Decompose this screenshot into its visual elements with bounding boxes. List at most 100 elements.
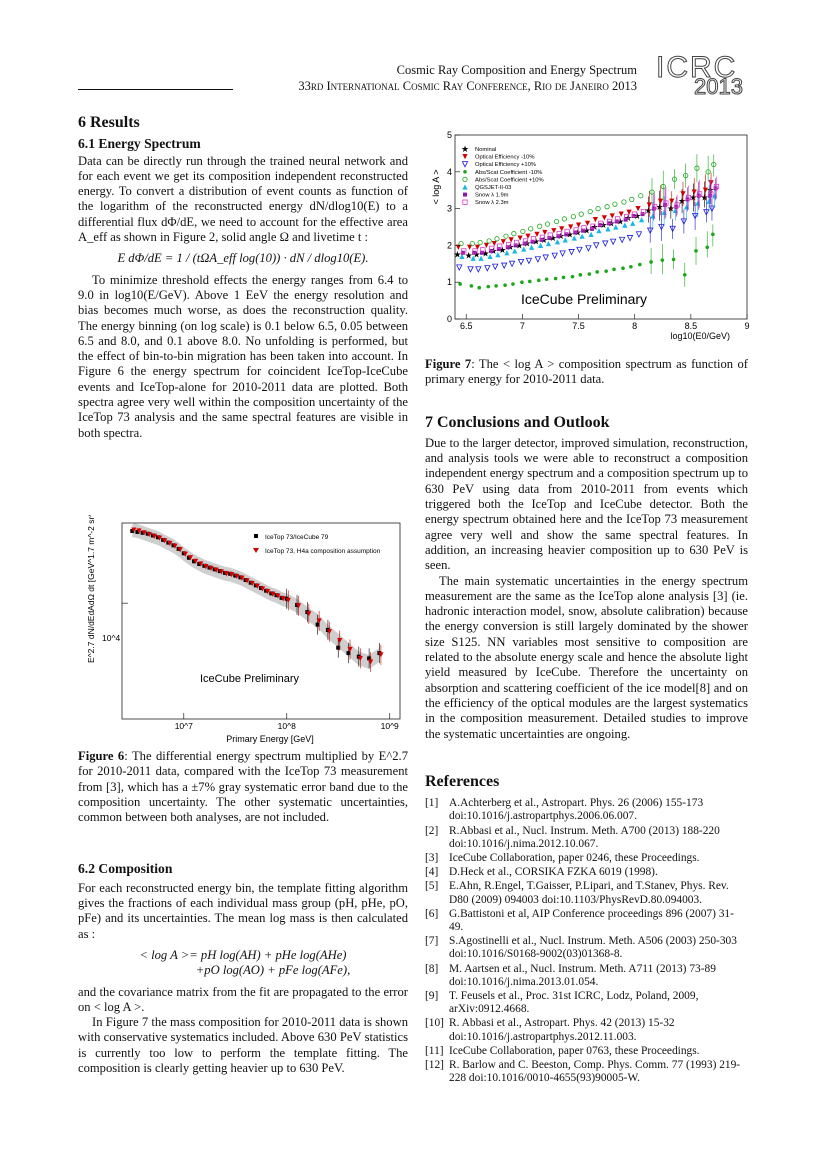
figure-7-label: Figure 7 [425, 357, 472, 371]
data-point [618, 211, 624, 217]
data-point [489, 245, 495, 251]
data-point [576, 246, 583, 254]
reference-number: [7] [425, 935, 439, 948]
legend-marker [462, 176, 468, 183]
reference-item: [4] D.Heck et al., CORSIKA FZKA 6019 (199… [425, 866, 748, 879]
x-tick-label: 7 [520, 321, 525, 331]
plot-frame [121, 522, 401, 720]
data-point [480, 247, 486, 253]
data-point [551, 252, 558, 260]
data-point [528, 226, 534, 232]
data-point [584, 220, 591, 226]
data-point [585, 245, 592, 252]
data-point [553, 218, 560, 225]
header-line2: 33rd International Cosmic Ray Conference… [298, 79, 637, 93]
reference-text: IceCube Collaboration, paper 0246, these… [449, 851, 700, 864]
data-point [537, 242, 544, 248]
data-point: ★ [482, 248, 490, 258]
data-point [578, 211, 584, 217]
data-point: ★ [701, 193, 709, 203]
data-point [559, 226, 565, 232]
data-point [639, 217, 645, 223]
data-point [508, 237, 514, 243]
data-point [694, 249, 698, 253]
data-point [638, 193, 644, 199]
data-point [497, 243, 503, 249]
data-point [275, 593, 281, 599]
data-point [208, 565, 214, 572]
reference-number: [6] [425, 907, 439, 920]
data-point [130, 529, 135, 534]
paragraph: For each reconstructed energy bin, the t… [78, 880, 408, 941]
legend-marker-icetop-h4a [253, 548, 259, 553]
data-point [609, 238, 617, 246]
data-point [198, 561, 204, 567]
reference-text: T. Feusels et al., Proc. 31st ICRC, Lodz… [449, 989, 699, 1016]
data-point [570, 214, 576, 220]
equation-logA-line2: +pO log(AO) + pFe log(AFe), [195, 963, 351, 978]
data-point [618, 236, 626, 244]
data-point [542, 229, 548, 236]
data-point [470, 255, 476, 261]
references-title: References [425, 772, 500, 790]
legend-marker [462, 199, 468, 205]
figure-6-caption: Figure 6: The differential energy spectr… [78, 749, 408, 825]
data-point: ★ [656, 202, 664, 212]
data-point [621, 266, 625, 271]
reference-item: [1] A.Achterberg et al., Astropart. Phys.… [425, 797, 748, 823]
data-point [140, 530, 145, 535]
data-point [504, 250, 510, 256]
data-point [702, 187, 709, 193]
data-point [646, 202, 652, 208]
data-point [182, 551, 188, 557]
legend-label: Abs/Scat Coefficient -10% [475, 170, 542, 176]
reference-item: [6] G.Battistoni et al, AIP Conference pr… [425, 908, 748, 934]
data-point [479, 250, 484, 255]
y-tick-label: 1 [447, 277, 452, 287]
section-6-1-title: 6.1 Energy Spectrum [78, 136, 201, 152]
data-point [203, 564, 209, 570]
data-point [156, 535, 163, 541]
legend-label: Optical Efficiency -10% [475, 155, 535, 161]
x-tick-label: 6.5 [460, 321, 473, 331]
reference-text: IceCube Collaboration, paper 0763, these… [449, 1044, 700, 1057]
data-point [475, 266, 482, 273]
data-point [456, 264, 463, 271]
data-point [192, 558, 199, 564]
data-point [525, 233, 531, 239]
legend-marker [463, 192, 467, 197]
data-point [525, 257, 533, 265]
data-point [650, 213, 656, 219]
data-point: ★ [498, 245, 506, 255]
data-point [705, 245, 710, 250]
data-point [491, 240, 497, 247]
data-point [544, 221, 551, 227]
data-point [551, 228, 557, 234]
x-tick-label: 7.5 [572, 321, 585, 331]
chart-annotation: IceCube Preliminary [521, 291, 647, 307]
data-point [131, 527, 137, 533]
data-point [192, 559, 197, 564]
data-point [561, 275, 566, 280]
data-point [177, 547, 183, 553]
data-point [568, 224, 574, 230]
data-point [697, 191, 703, 197]
paragraph: Data can be directly run through the tra… [78, 153, 408, 245]
y-tick-label: 10^4 [102, 633, 120, 643]
reference-item: [3] IceCube Collaboration, paper 0246, th… [425, 852, 748, 865]
data-point: ★ [624, 213, 632, 223]
legend-label: Abs/Scat Coefficient +10% [475, 177, 544, 183]
x-tick-label: 8 [632, 321, 637, 331]
data-point: ★ [633, 211, 641, 221]
data-point [595, 270, 599, 274]
data-point [517, 235, 523, 241]
data-point: ★ [689, 193, 697, 203]
legend-label: Optical Efficiency +10% [475, 162, 536, 168]
data-point [685, 194, 691, 201]
data-point [547, 236, 552, 241]
reference-number: [1] [425, 797, 439, 810]
data-point [483, 242, 490, 248]
data-point [346, 651, 351, 656]
data-point: ★ [667, 204, 675, 214]
x-tick-label: 10^9 [381, 721, 399, 731]
